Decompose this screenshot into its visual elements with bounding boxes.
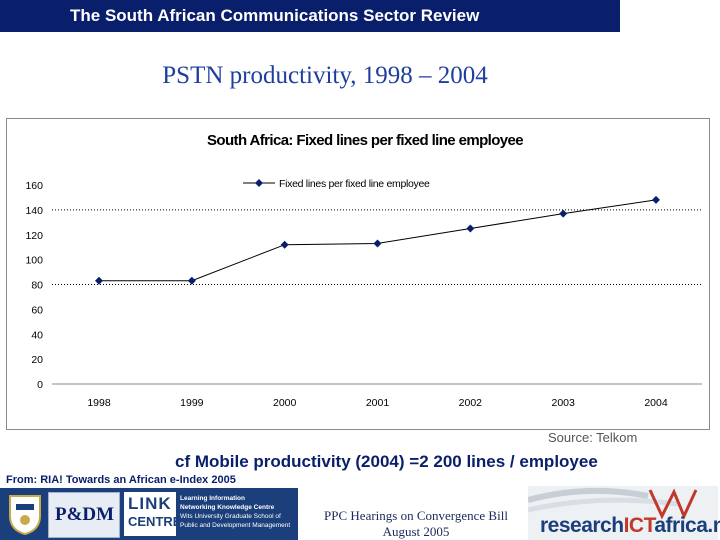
legend-label: Fixed lines per fixed line employee <box>279 178 430 190</box>
link-label: LINK <box>128 494 172 513</box>
y-tick-label: 20 <box>31 354 43 366</box>
header-title: The South African Communications Sector … <box>70 6 480 25</box>
x-tick-label: 2002 <box>459 397 483 409</box>
x-tick-label: 1998 <box>87 397 111 409</box>
ppc-hearings-note: PPC Hearings on Convergence Bill August … <box>312 508 520 540</box>
y-tick-label: 60 <box>31 304 43 316</box>
link-tag-line-2: Networking Knowledge Centre <box>180 504 275 511</box>
link-centre-logo: LINK CENTRE Learning Information Network… <box>122 492 294 536</box>
legend: Fixed lines per fixed line employee <box>243 178 430 190</box>
y-tick-label: 80 <box>31 280 43 292</box>
centre-label: CENTRE <box>128 514 182 529</box>
ria-swoosh-graphic <box>528 487 698 520</box>
chart-frame: South Africa: Fixed lines per fixed line… <box>6 118 710 430</box>
slide-title: PSTN productivity, 1998 – 2004 <box>162 62 488 89</box>
data-point-marker <box>652 195 660 204</box>
source-note: Source: Telkom <box>548 430 638 445</box>
footer-logos: P&DM LINK CENTRE Learning Information Ne… <box>0 488 298 540</box>
y-tick-label: 40 <box>31 329 43 341</box>
y-tick-label: 100 <box>25 255 43 267</box>
ria-wordmark: researchICTafrica.net <box>540 514 720 538</box>
x-tick-label: 2004 <box>644 397 668 409</box>
link-tag-line-3: Wits University Graduate School of <box>180 513 281 520</box>
mobile-productivity-note: cf Mobile productivity (2004) =2 200 lin… <box>175 452 598 471</box>
link-tagline: Learning Information Networking Knowledg… <box>180 494 292 530</box>
data-point-marker <box>187 276 196 285</box>
ppc-line-2: August 2005 <box>382 524 450 539</box>
data-point-marker <box>95 276 103 285</box>
y-tick-label: 160 <box>25 180 43 192</box>
y-tick-label: 140 <box>25 205 43 217</box>
ppc-line-1: PPC Hearings on Convergence Bill <box>324 508 508 523</box>
data-point-marker <box>280 240 289 249</box>
ria-africa-net: africa.net <box>654 514 720 537</box>
link-tag-line-4: Public and Development Management <box>180 522 291 529</box>
line-chart: South Africa: Fixed lines per fixed line… <box>25 132 702 409</box>
link-centre-box: LINK CENTRE <box>124 492 181 536</box>
data-point-marker <box>466 224 475 233</box>
link-tag-line-1: Learning Information <box>180 495 245 502</box>
x-tick-label: 2003 <box>551 397 575 409</box>
data-point-marker <box>559 209 568 218</box>
data-point-marker <box>373 239 382 248</box>
legend-marker <box>255 179 263 187</box>
x-tick-label: 1999 <box>180 397 204 409</box>
pdm-logo: P&DM <box>48 492 120 538</box>
ria-ict: ICT <box>623 514 655 537</box>
pdm-text: P&DM <box>55 504 115 525</box>
y-tick-label: 0 <box>37 379 43 391</box>
wits-crest-logo <box>9 495 41 536</box>
research-ict-africa-logo: researchICTafrica.net <box>528 486 720 540</box>
ria-research: research <box>540 514 624 537</box>
header-bar: The South African Communications Sector … <box>0 0 620 32</box>
x-tick-label: 2000 <box>273 397 297 409</box>
from-reference: From: RIA! Towards an African e-Index 20… <box>6 474 236 486</box>
y-tick-label: 120 <box>25 230 43 242</box>
x-tick-label: 2001 <box>366 397 390 409</box>
chart-title: South Africa: Fixed lines per fixed line… <box>207 132 523 149</box>
